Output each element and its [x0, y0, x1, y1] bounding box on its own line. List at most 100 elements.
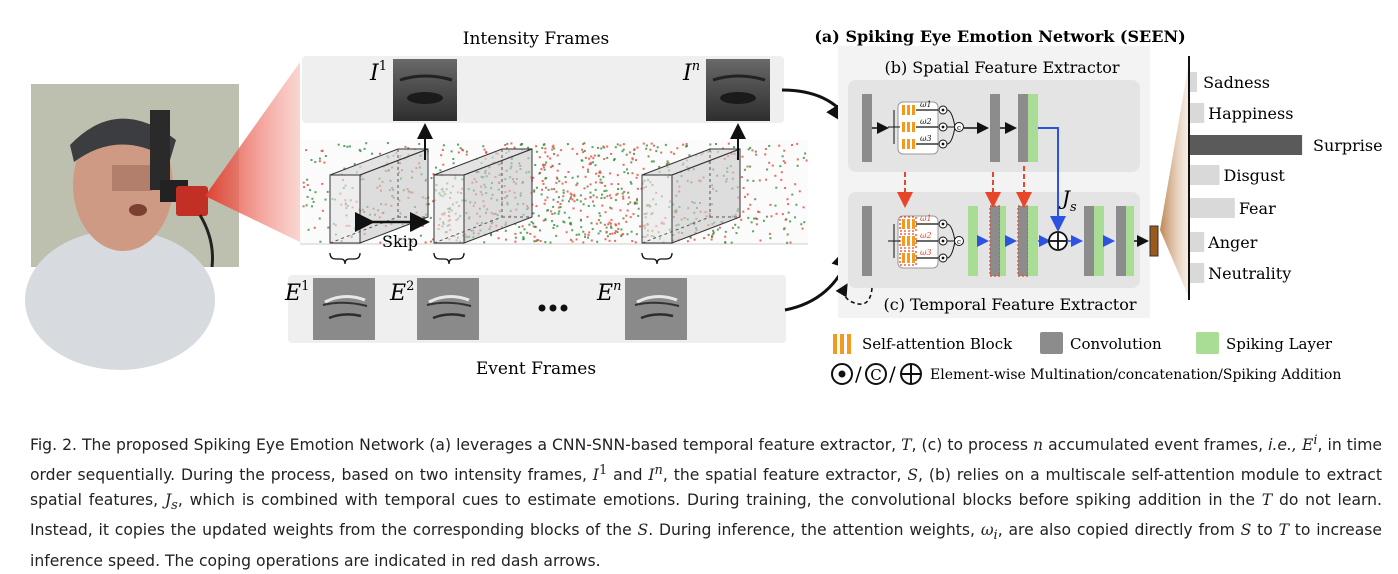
caption-text: to increase inference speed. The coping … [30, 521, 1382, 570]
svg-text:C: C [870, 366, 881, 384]
spatial-title: (b) Spatial Feature Extractor [884, 58, 1119, 77]
caption-math-S: S [1240, 521, 1252, 540]
temporal-conv-4 [1084, 206, 1094, 276]
event-frames-title: Event Frames [476, 359, 596, 379]
svg-text:ω3: ω3 [920, 248, 932, 257]
event-frame-thumbnail [625, 278, 687, 340]
svg-text:ω3: ω3 [920, 134, 932, 143]
event-braces [329, 252, 673, 265]
emotion-bar [1190, 135, 1303, 155]
figure-caption: Fig. 2. The proposed Spiking Eye Emotion… [30, 428, 1382, 574]
svg-text:ω1: ω1 [920, 214, 932, 223]
legend-ops-label: Element-wise Multination/concatenation/S… [930, 367, 1341, 383]
skip-label: Skip [382, 232, 418, 251]
camera-beam [205, 62, 300, 242]
legend-attention-label: Self-attention Block [862, 335, 1013, 353]
event-label-2: E2 [389, 279, 414, 306]
event-thumbnails [313, 278, 687, 340]
seen-title: (a) Spiking Eye Emotion Network (SEEN) [814, 27, 1185, 46]
legend-conv-swatch [1040, 332, 1063, 354]
emotion-label: Fear [1239, 199, 1276, 218]
emotion-bar [1190, 198, 1235, 218]
emotion-bars: Sadness Happiness Surprise Disgust Fear Anger… [1190, 72, 1383, 283]
event-frame-thumbnail [313, 278, 375, 340]
legend-spiking-swatch [1196, 332, 1219, 354]
caption-ie: i.e., [1268, 436, 1297, 455]
event-volume-box [433, 148, 533, 244]
caption-math-n: n [1033, 436, 1044, 455]
temporal-title: (c) Temporal Feature Extractor [883, 295, 1136, 314]
emotion-bar [1190, 232, 1205, 252]
js-flow-arrow [1038, 127, 1066, 232]
event-label-n: En [596, 279, 621, 306]
caption-math-T: T [901, 436, 912, 455]
intensity-frames-title: Intensity Frames [463, 29, 609, 49]
caption-math-Ei: Ei [1301, 433, 1318, 455]
caption-text: Fig. 2. The proposed Spiking Eye Emotion… [30, 436, 902, 455]
temporal-conv-5 [1116, 206, 1126, 276]
legend-ops-symbols: / C / [831, 362, 922, 386]
caption-text: , (c) to process [911, 436, 1033, 455]
caption-math-wi: ωi [980, 521, 998, 544]
caption-math-Js: Js [164, 491, 178, 514]
spatial-spiking [1028, 94, 1038, 162]
js-label: Js [1058, 186, 1077, 215]
emotion-label: Disgust [1224, 166, 1286, 185]
recurrent-arrow [835, 283, 873, 305]
legend-spiking-label: Spiking Layer [1226, 335, 1333, 353]
temporal-network: ω1 ω2 ω3 c [862, 166, 1159, 277]
caption-math-I1: I1 [592, 463, 608, 485]
intensity-label-n: In [682, 59, 700, 86]
svg-text:c: c [957, 238, 961, 246]
emotion-bar [1190, 72, 1198, 92]
event-volume-boxes [329, 148, 741, 244]
temporal-spiking-1 [968, 206, 978, 276]
temporal-conv-copied-2 [1017, 205, 1029, 277]
spatial-conv-out [1018, 94, 1028, 162]
caption-text: , the spatial feature extractor, [662, 466, 908, 485]
emotion-label: Surprise [1313, 136, 1383, 155]
emotion-label: Anger [1207, 233, 1258, 252]
caption-text: . During inference, the attention weight… [648, 521, 981, 540]
ellipsis-dots [538, 304, 568, 312]
emotion-label: Neutrality [1208, 264, 1291, 283]
event-frame-thumbnail [417, 278, 479, 340]
svg-text:c: c [957, 124, 961, 132]
svg-text:ω1: ω1 [920, 100, 932, 109]
event-label-1: E1 [284, 279, 309, 306]
caption-text: to [1251, 521, 1279, 540]
temporal-conv-copied-1 [989, 205, 1001, 277]
spatial-conv-mid [990, 94, 1000, 162]
caption-math-S: S [637, 521, 649, 540]
caption-math-T: T [1261, 491, 1273, 510]
svg-text:/: / [889, 362, 896, 386]
intensity-label-1: I1 [369, 59, 387, 86]
legend-attention-swatch [833, 334, 851, 354]
output-cone [1160, 56, 1190, 300]
caption-text: accumulated event frames, [1043, 436, 1269, 455]
spatial-conv-in [862, 94, 872, 162]
caption-text: , (b) relies on a multiscale self-attent… [30, 466, 1382, 510]
svg-text:ω2: ω2 [920, 231, 932, 240]
caption-text: , in time order sequentially. During the… [30, 436, 1383, 485]
caption-math-S: S [907, 466, 919, 485]
emotion-bar [1190, 165, 1220, 185]
emotion-label: Happiness [1208, 104, 1293, 123]
output-block [1149, 225, 1159, 257]
event-volume-box [641, 148, 741, 244]
intensity-frame-1 [393, 59, 457, 121]
svg-text:/: / [855, 362, 862, 386]
caption-text: , which is combined with temporal cues t… [177, 491, 1262, 510]
figure-diagram: Intensity Frames I1 In Skip E1 E2 En Eve… [25, 27, 1383, 386]
svg-text:ω2: ω2 [920, 117, 932, 126]
self-attention-module: ω1 ω2 ω3 c [888, 100, 964, 155]
caption-math-T: T [1278, 521, 1289, 540]
spatial-network: ω1 ω2 ω3 c [862, 94, 1066, 232]
intensity-frame-n [706, 59, 770, 121]
self-attention-module: ω1 ω2 ω3 c [888, 214, 964, 269]
legend: Self-attention Block Convolution Spiking… [831, 332, 1341, 386]
emotion-bar [1190, 263, 1205, 283]
caption-text: do not learn. Instead, it copies the upd… [30, 491, 1382, 540]
emotion-bar [1190, 103, 1205, 123]
person-photo [25, 84, 239, 370]
